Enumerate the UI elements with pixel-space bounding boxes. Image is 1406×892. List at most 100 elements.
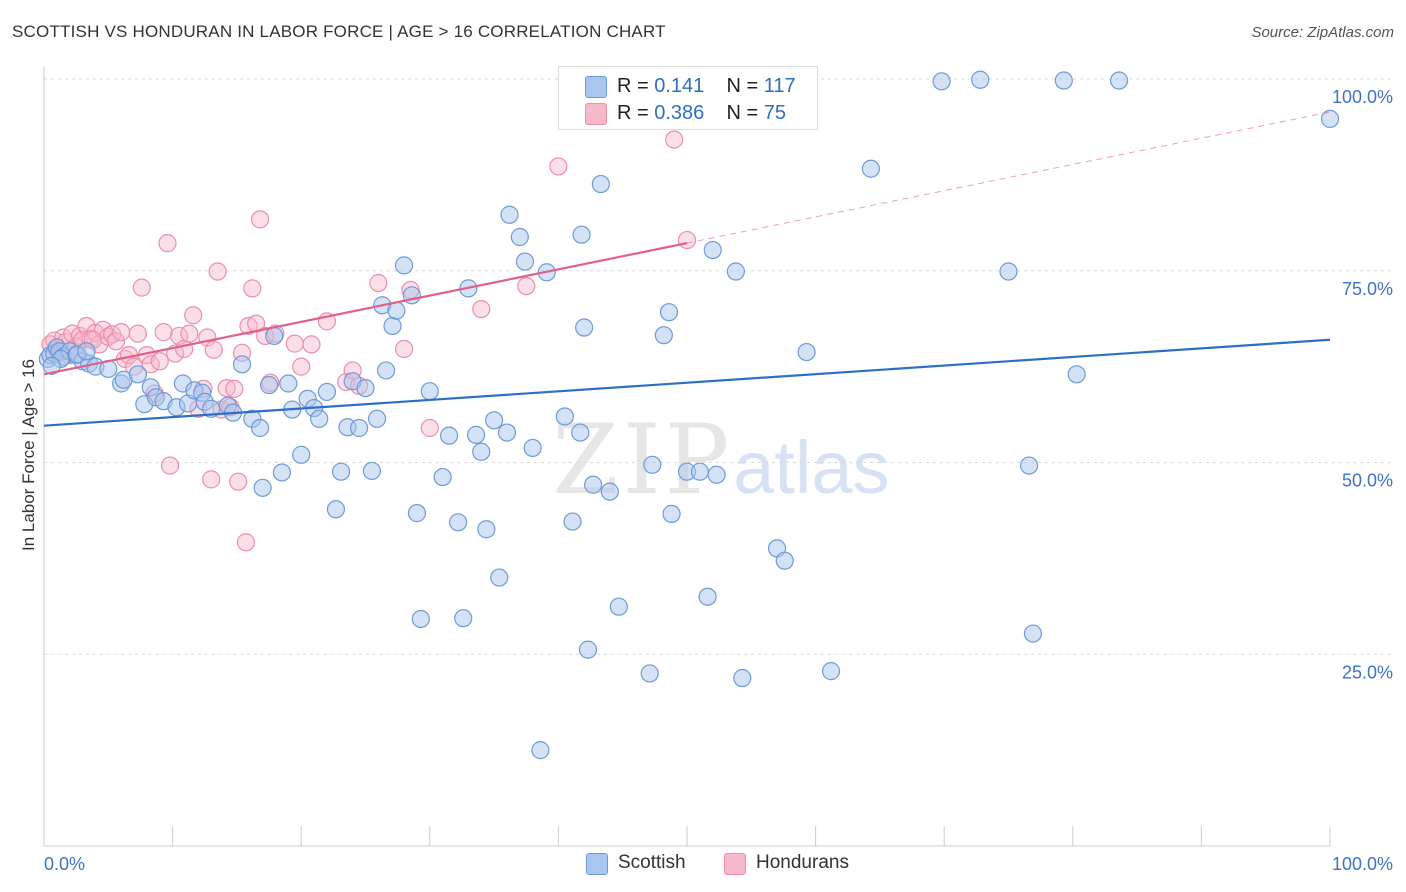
hondurans-point — [472, 300, 491, 319]
hondurans-point — [158, 234, 177, 253]
scottish-point — [703, 240, 722, 260]
scottish-point — [439, 426, 459, 445]
scottish-point — [1109, 71, 1129, 90]
hondurans-point — [665, 130, 684, 149]
scottish-point — [726, 262, 745, 281]
scottish-point — [584, 475, 603, 494]
scottish-point — [515, 252, 535, 271]
y-axis-label: In Labor Force | Age > 16 — [19, 359, 38, 551]
scottish-point — [383, 316, 402, 336]
scottish-point — [326, 500, 346, 519]
hondurans-point — [420, 418, 439, 438]
y-tick-label: 50.0% — [1342, 471, 1393, 491]
scottish-point — [232, 355, 252, 374]
scottish-point — [733, 668, 752, 688]
scottish-point — [77, 342, 96, 361]
scottish-point — [572, 225, 591, 244]
scottish-point — [477, 520, 496, 539]
scottish-point — [555, 407, 574, 426]
hondurans-trend-line — [43, 242, 688, 376]
hondurans-point — [517, 276, 536, 296]
scottish-point — [861, 159, 880, 178]
hondurans-point — [229, 472, 248, 491]
hondurans-point — [106, 332, 126, 351]
scottish-point — [578, 640, 598, 659]
scottish-point — [448, 513, 468, 532]
hondurans-point — [208, 262, 227, 281]
scottish-points — [38, 69, 1340, 760]
hondurans-point — [285, 334, 304, 353]
scottish-legend-swatch — [586, 853, 608, 875]
n-value: 117 — [763, 75, 796, 97]
scottish-point — [497, 423, 517, 442]
watermark: ZIPatlas — [552, 404, 890, 516]
scottish-point — [531, 741, 550, 760]
scottish-point — [971, 70, 990, 89]
scottish-point — [999, 262, 1018, 281]
scottish-point — [690, 462, 709, 481]
trend-lines — [43, 111, 1331, 427]
scottish-point — [523, 438, 542, 458]
axes — [43, 66, 1330, 847]
scottish-point — [662, 504, 681, 523]
scottish-point — [420, 382, 439, 401]
hondurans-legend-label: Hondurans — [756, 852, 849, 873]
scottish-point — [349, 418, 369, 438]
scottish-point — [659, 303, 679, 322]
scottish-point — [356, 379, 375, 398]
scottish-legend-label: Scottish — [618, 852, 686, 873]
scottish-point — [698, 587, 717, 606]
hondurans-point — [394, 339, 414, 359]
scottish-point — [1320, 109, 1340, 128]
scottish-point — [591, 174, 610, 194]
scottish-point — [433, 467, 452, 487]
scottish-point — [643, 455, 662, 474]
hondurans-point — [180, 324, 199, 343]
scottish-point — [575, 318, 594, 337]
hondurans-point — [128, 324, 147, 343]
legend-text-scottish: R = 0.141 N = 117 — [617, 75, 796, 98]
x-tick-label: 100.0% — [1332, 854, 1393, 874]
hondurans-point — [292, 357, 311, 376]
scottish-point — [279, 374, 298, 393]
watermark-atlas: atlas — [733, 426, 890, 509]
chart-source: Source: ZipAtlas.com — [1251, 24, 1394, 41]
scottish-point — [272, 463, 292, 482]
x-tick-label: 0.0% — [44, 854, 85, 874]
hondurans-point — [247, 314, 266, 333]
scottish-point — [265, 326, 284, 346]
scottish-point — [775, 551, 794, 570]
hondurans-point — [154, 323, 173, 342]
chart-title: SCOTTISH VS HONDURAN IN LABOR FORCE | AG… — [12, 22, 666, 41]
axis-ticks — [43, 826, 1331, 846]
hondurans-point — [302, 335, 321, 354]
hondurans-point — [217, 379, 236, 398]
scottish-point — [1023, 624, 1043, 643]
scottish-swatch — [585, 76, 607, 98]
y-tick-label: 25.0% — [1342, 662, 1393, 682]
hondurans-point — [150, 352, 169, 371]
hondurans-point — [250, 210, 270, 229]
hondurans-point — [160, 456, 180, 475]
n-label: N = — [726, 102, 759, 124]
hondurans-point — [204, 340, 223, 359]
scottish-point — [394, 256, 414, 275]
scottish-trend-line — [43, 338, 1331, 427]
y-tick-label: 100.0% — [1332, 87, 1393, 107]
r-label: R = — [617, 75, 649, 97]
r-value: 0.141 — [654, 75, 705, 97]
scottish-point — [42, 356, 61, 375]
scottish-point — [472, 442, 491, 461]
scottish-point — [407, 504, 427, 523]
scottish-point — [292, 445, 311, 464]
legend-text-hondurans: R = 0.386 N = 75 — [617, 102, 786, 125]
scottish-point — [259, 375, 279, 395]
scottish-point — [821, 662, 841, 681]
scottish-point — [500, 205, 519, 224]
scottish-point — [490, 568, 509, 587]
r-label: R = — [617, 102, 649, 124]
hondurans-trend-extension — [686, 111, 1331, 244]
scottish-point — [253, 478, 272, 497]
hondurans-point — [549, 157, 568, 176]
